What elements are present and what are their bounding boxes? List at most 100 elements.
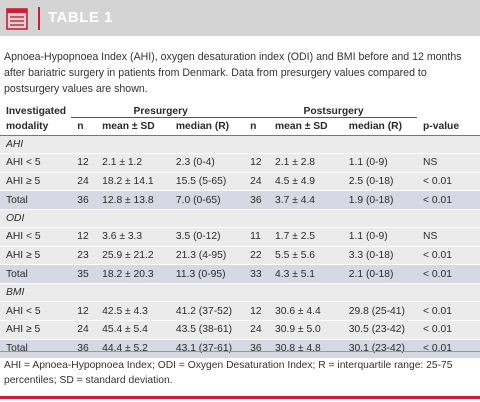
cell-post-mean: 30.8 ± 4.8 [269,339,343,358]
cell-post-mean: 30.9 ± 5.0 [269,320,343,339]
table-row: AHI < 5 12 42.5 ± 4.3 41.2 (37-52) 12 30.6 ± … [0,302,480,320]
table-row: AHI < 5 12 3.6 ± 3.3 3.5 (0-12) 11 1.7 ± 2.5 1… [0,228,480,246]
cell-p-value: < 0.01 [417,265,480,284]
cell-pre-median: 11.3 (0-95) [169,265,245,284]
cell-post-n: 36 [244,339,270,358]
data-table: Investigated Presurgery Postsurgery moda… [0,101,480,358]
cell-post-n: 33 [244,265,270,284]
cell-post-n: 22 [244,246,270,265]
row-label: AHI < 5 [0,154,72,172]
cell-pre-median: 3.5 (0-12) [169,228,245,246]
cell-post-median: 1.1 (0-9) [342,154,418,172]
bottom-accent-rule [0,396,480,399]
table-row: AHI < 5 12 2.1 ± 1.2 2.3 (0-4) 12 2.1 ± 2.8 1.… [0,154,480,172]
cell-pre-median: 43.5 (38-61) [169,320,245,339]
table-row-total: Total 36 12.8 ± 13.8 7.0 (0-65) 36 3.7 ± 4.4 1… [0,191,480,210]
col-header-post-mean: mean ± SD [269,117,343,136]
cell-p-value: < 0.01 [417,339,480,358]
section-label: AHI [0,135,480,153]
cell-post-mean: 4.5 ± 4.9 [269,172,343,191]
col-header-pre-median: median (R) [169,117,245,136]
table-row-total: Total 36 44.4 ± 5.2 43.1 (37-61) 36 30.8 ± 4.… [0,339,480,358]
cell-pre-n: 12 [71,154,97,172]
table-row: AHI ≥ 5 24 18.2 ± 14.1 15.5 (5-65) 24 4.5 ± 4… [0,172,480,191]
cell-pre-mean: 18.2 ± 20.3 [96,265,170,284]
cell-pre-n: 12 [71,302,97,320]
cell-pre-median: 21.3 (4-95) [169,246,245,265]
col-header-p-value: p-value [417,117,480,136]
group-header-postsurgery: Postsurgery [244,101,418,118]
row-label: Total [0,265,72,284]
cell-pre-n: 36 [71,191,97,210]
row-label: AHI ≥ 5 [0,320,72,339]
header-row-groups: Investigated Presurgery Postsurgery [0,101,480,118]
cell-post-n: 24 [244,172,270,191]
cell-pre-median: 43.1 (37-61) [169,339,245,358]
cell-pre-median: 2.3 (0-4) [169,154,245,172]
row-label: AHI ≥ 5 [0,172,72,191]
row-label: Total [0,339,72,358]
table-header-bar: TABLE 1 [0,0,480,36]
cell-pre-n: 12 [71,228,97,246]
col-header-modality-line1: Investigated [6,106,67,117]
cell-post-median: 3.3 (0-18) [342,246,418,265]
row-label: AHI ≥ 5 [0,246,72,265]
table-caption: Apnoea-Hypopnoea Index (AHI), oxygen des… [4,51,462,95]
section-row: ODI [0,210,480,228]
footnote-divider [0,351,480,352]
cell-post-median: 29.8 (25-41) [342,302,418,320]
cell-p-value: < 0.01 [417,246,480,265]
col-header-pre-n: n [71,117,97,136]
cell-post-median: 2.1 (0-18) [342,265,418,284]
cell-post-n: 12 [244,302,270,320]
cell-post-median: 30.5 (23-42) [342,320,418,339]
col-header-pre-mean: mean ± SD [96,117,170,136]
cell-pre-median: 15.5 (5-65) [169,172,245,191]
cell-pre-n: 35 [71,265,97,284]
col-header-modality-line2: modality [0,117,72,136]
cell-post-mean: 3.7 ± 4.4 [269,191,343,210]
cell-p-value: < 0.01 [417,302,480,320]
cell-p-value: < 0.01 [417,191,480,210]
cell-post-mean: 1.7 ± 2.5 [269,228,343,246]
cell-pre-median: 7.0 (0-65) [169,191,245,210]
cell-post-n: 24 [244,320,270,339]
col-header-post-median: median (R) [342,117,418,136]
table-body: AHI AHI < 5 12 2.1 ± 1.2 2.3 (0-4) 12 2.1 ± 2.… [0,135,480,358]
cell-post-n: 11 [244,228,270,246]
cell-pre-n: 24 [71,172,97,191]
section-row: AHI [0,135,480,153]
col-header-post-n: n [244,117,270,136]
cell-p-value: NS [417,154,480,172]
cell-post-mean: 5.5 ± 5.6 [269,246,343,265]
section-label: BMI [0,284,480,302]
cell-pre-n: 24 [71,320,97,339]
cell-pre-median: 41.2 (37-52) [169,302,245,320]
table-row: AHI ≥ 5 24 45.4 ± 5.4 43.5 (38-61) 24 30.9 ± … [0,320,480,339]
cell-post-mean: 30.6 ± 4.4 [269,302,343,320]
cell-pre-n: 23 [71,246,97,265]
cell-post-n: 36 [244,191,270,210]
cell-post-mean: 4.3 ± 5.1 [269,265,343,284]
cell-pre-mean: 44.4 ± 5.2 [96,339,170,358]
cell-post-median: 1.1 (0-9) [342,228,418,246]
cell-post-median: 2.5 (0-18) [342,172,418,191]
cell-pre-mean: 3.6 ± 3.3 [96,228,170,246]
cell-p-value: NS [417,228,480,246]
table-row: AHI ≥ 5 23 25.9 ± 21.2 21.3 (4-95) 22 5.5 ± 5… [0,246,480,265]
row-label: AHI < 5 [0,302,72,320]
cell-pre-mean: 12.8 ± 13.8 [96,191,170,210]
table-title: TABLE 1 [48,9,113,26]
group-header-presurgery: Presurgery [71,101,245,118]
header-divider [38,7,40,30]
cell-post-median: 30.1 (23-42) [342,339,418,358]
cell-pre-mean: 42.5 ± 4.3 [96,302,170,320]
cell-pre-mean: 25.9 ± 21.2 [96,246,170,265]
table-footnote: AHI = Apnoea-Hypopnoea Index; ODI = Oxyg… [4,360,453,386]
cell-pre-mean: 18.2 ± 14.1 [96,172,170,191]
table-row-total: Total 35 18.2 ± 20.3 11.3 (0-95) 33 4.3 ± 5.1… [0,265,480,284]
section-row: BMI [0,284,480,302]
cell-pre-mean: 2.1 ± 1.2 [96,154,170,172]
section-label: ODI [0,210,480,228]
cell-post-mean: 2.1 ± 2.8 [269,154,343,172]
